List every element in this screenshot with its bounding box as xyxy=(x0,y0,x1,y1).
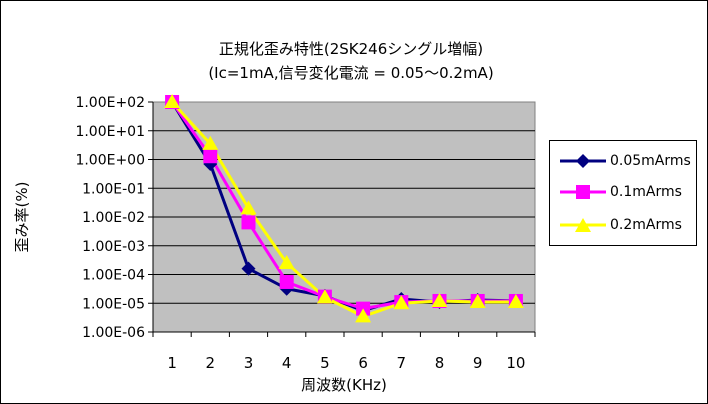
data-point-series-3 xyxy=(164,94,181,108)
data-point-series-3 xyxy=(507,294,524,309)
chart-title: 正規化歪み特性(2SK246シングル増幅) xyxy=(218,40,484,58)
y-tick-label: 1.00E+00 xyxy=(75,153,145,169)
data-point-series-3 xyxy=(316,289,333,304)
x-tick-label: 6 xyxy=(358,354,368,372)
data-point-series-3 xyxy=(355,308,372,323)
x-tick-label: 4 xyxy=(282,354,292,372)
x-tick-label: 8 xyxy=(435,354,445,372)
y-tick-label: 1.00E+02 xyxy=(75,95,145,111)
x-tick-label: 2 xyxy=(206,354,216,372)
y-tick-label: 1.00E-04 xyxy=(82,268,145,284)
data-point-series-1 xyxy=(241,261,256,276)
data-point-series-3 xyxy=(240,200,257,215)
legend-marker-diamond-icon xyxy=(560,154,606,168)
series-line-3 xyxy=(170,100,516,318)
chart-subtitle: (Ic=1mA,信号変化電流 = 0.05～0.2mA) xyxy=(208,64,494,82)
legend-label-series-1: 0.05mArms xyxy=(610,153,691,169)
y-tick-label: 1.00E-05 xyxy=(82,296,145,312)
x-tick-label: 10 xyxy=(506,354,525,372)
chart-legend: 0.05mArms 0.1mArms 0.2mArms xyxy=(549,140,697,246)
x-axis-label: 周波数(KHz) xyxy=(301,376,387,394)
data-point-series-3 xyxy=(393,295,410,310)
y-tick-label: 1.00E+01 xyxy=(75,124,145,140)
y-tick-label: 1.00E-03 xyxy=(82,239,145,255)
legend-marker-square-icon xyxy=(560,185,606,199)
data-point-series-2 xyxy=(203,149,218,164)
x-tick-label: 5 xyxy=(320,354,330,372)
data-point-series-3 xyxy=(202,135,219,150)
legend-marker-triangle-icon xyxy=(560,218,606,232)
legend-item-series-3: 0.2mArms xyxy=(558,215,682,235)
data-point-series-2 xyxy=(241,215,256,230)
legend-label-series-2: 0.1mArms xyxy=(610,184,682,200)
x-tick-label: 9 xyxy=(473,354,483,372)
data-point-series-3 xyxy=(278,255,295,270)
y-tick-label: 1.00E-01 xyxy=(82,181,145,197)
legend-item-series-1: 0.05mArms xyxy=(558,151,691,171)
x-tick-label: 7 xyxy=(397,354,407,372)
y-axis-label: 歪み率(%) xyxy=(13,182,31,253)
data-point-series-3 xyxy=(469,294,486,309)
y-tick-label: 1.00E-06 xyxy=(82,325,145,341)
x-tick-label: 3 xyxy=(244,354,254,372)
x-tick-label: 1 xyxy=(167,354,177,372)
y-tick-label: 1.00E-02 xyxy=(82,210,145,226)
data-point-series-2 xyxy=(279,274,294,289)
legend-item-series-2: 0.1mArms xyxy=(558,182,682,202)
legend-label-series-3: 0.2mArms xyxy=(610,217,682,233)
data-point-series-3 xyxy=(431,292,448,307)
